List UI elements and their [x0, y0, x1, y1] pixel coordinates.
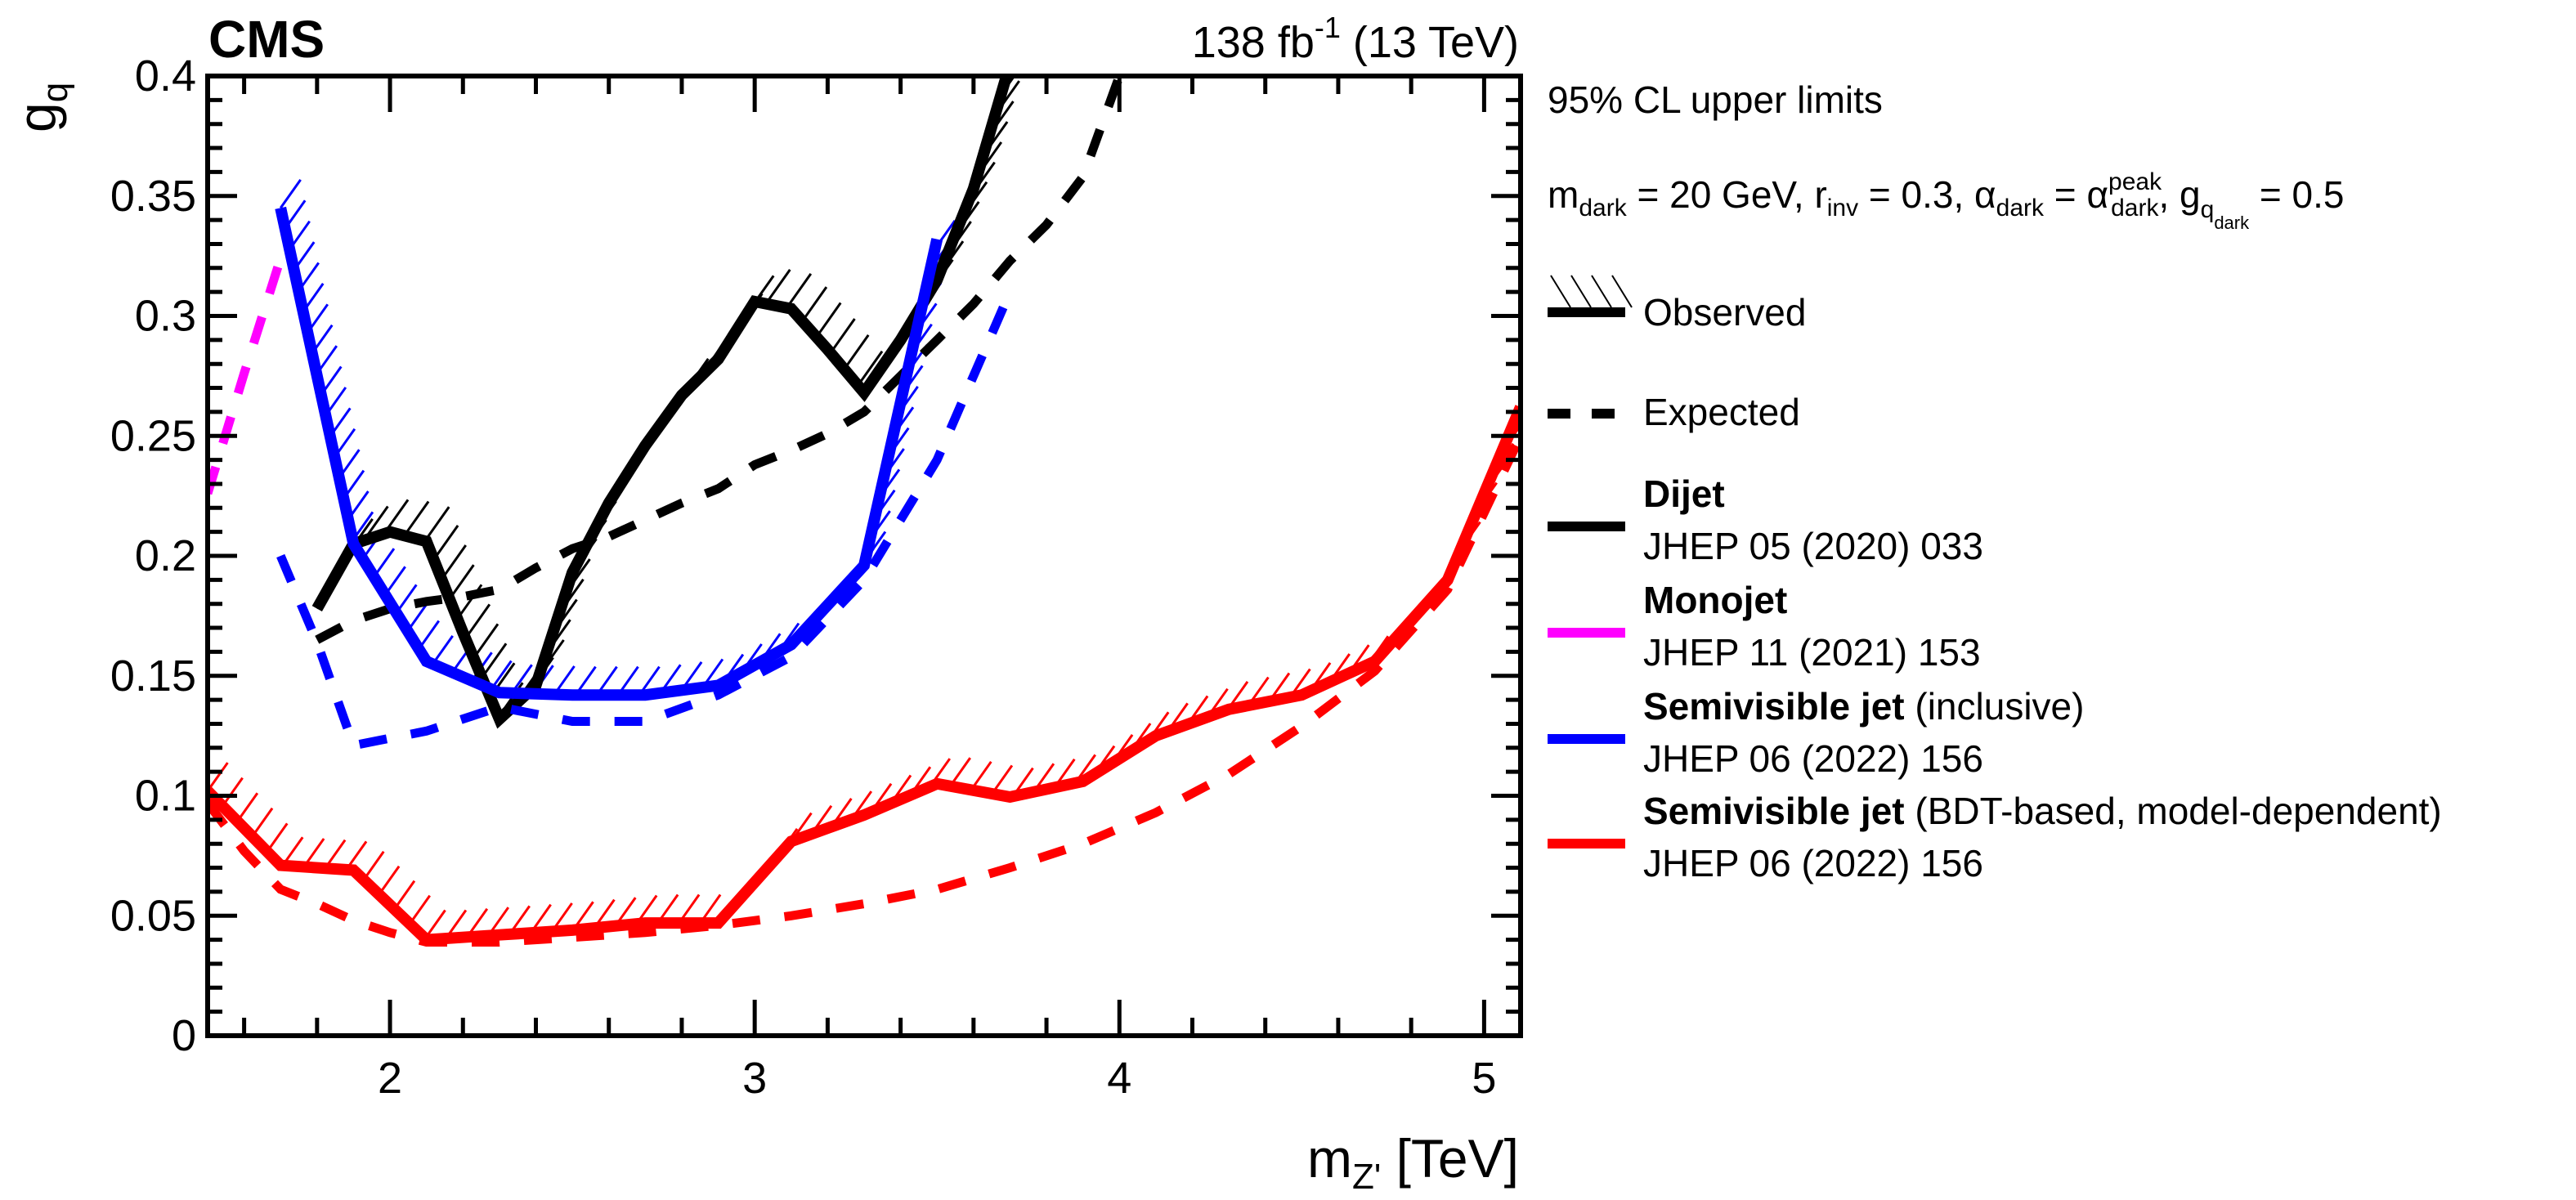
y-tick-label: 0.25 — [110, 411, 196, 460]
legend-observed: Observed — [1548, 275, 1806, 334]
series-line-semivisible-jet-inclusive-observed — [275, 206, 943, 701]
hatch-line — [432, 525, 459, 561]
legend-observed-swatch — [1548, 307, 1625, 317]
legend-entry-name: Semivisible jet — [1643, 790, 1905, 832]
legend-entry-semivisible-jet-2: Semivisible jet (inclusive) JHEP 06 (2022… — [1548, 685, 2084, 780]
y-tick-label: 0.35 — [110, 172, 196, 221]
legend-entry-name: Dijet — [1643, 472, 1725, 515]
y-tick-label: 0 — [172, 1011, 196, 1060]
hatch-semivisible-jet-inclusive- — [279, 178, 956, 696]
y-axis-title: gq — [7, 83, 75, 132]
legend-entry-ref: JHEP 06 (2022) 156 — [1643, 842, 1983, 884]
legend-entry-semivisible-jet-3: Semivisible jet (BDT-based, model-depend… — [1548, 790, 2442, 884]
legend-entry-qualifier: (BDT-based, model-dependent) — [1905, 790, 2442, 832]
y-tick-label: 0.3 — [135, 292, 196, 341]
series-line-semivisible-jet-inclusive-expected — [276, 290, 1015, 751]
legend-observed-label: Observed — [1643, 291, 1806, 334]
legend-entry-title: Dijet — [1643, 472, 1725, 515]
legend-expected-dash-2 — [1592, 409, 1615, 419]
x-tick-label: 4 — [1107, 1054, 1131, 1103]
y-axis-title-sub: q — [35, 83, 75, 102]
y-tick-label: 0.4 — [135, 51, 196, 101]
hatch-line — [279, 178, 302, 209]
hatch-line — [362, 850, 385, 881]
hatch-semivisible-jet-bdt-based-model-dependent- — [208, 407, 1521, 939]
legend-hatch-line — [1550, 275, 1571, 308]
hatch-line — [440, 544, 467, 580]
y-tick-label: 0.05 — [110, 891, 196, 940]
legend-entry-title: Semivisible jet (inclusive) — [1643, 685, 2084, 728]
series-line-monojet-expected — [208, 257, 285, 495]
legend-expected-dash-1 — [1548, 409, 1570, 419]
x-axis-title: mZ' [TeV] — [1307, 1128, 1519, 1197]
hatch-line — [843, 334, 870, 370]
legend-entry-title: Monojet — [1643, 579, 1787, 621]
legend-entry-name: Semivisible jet — [1643, 685, 1905, 728]
y-tick-label: 0.15 — [110, 651, 196, 701]
hatch-line — [764, 268, 791, 305]
lumi-sup: -1 — [1315, 11, 1341, 44]
hatch-line — [786, 272, 813, 309]
hatch-line — [481, 643, 508, 678]
legend-entry-monojet: Monojet JHEP 11 (2021) 153 — [1548, 579, 1981, 674]
x-tick-label: 2 — [378, 1054, 402, 1103]
legend-entry-ref: JHEP 06 (2022) 156 — [1643, 737, 1983, 780]
y-tick-label: 0.1 — [135, 772, 196, 821]
hatch-line — [403, 500, 430, 537]
series-line-dijet-expected — [315, 76, 1124, 644]
legend-header: 95% CL upper limits — [1548, 78, 1883, 121]
legend-expected: Expected — [1548, 391, 1800, 433]
lumi-energy: (13 TeV) — [1341, 18, 1519, 67]
legend-swatch — [1548, 522, 1625, 531]
hatch-line — [208, 762, 229, 792]
x-axis-title-main: m — [1307, 1128, 1352, 1189]
hatch-layer — [208, 40, 1521, 939]
legend-entry-qualifier: (inclusive) — [1905, 685, 2085, 728]
legend-entry-dijet: Dijet JHEP 05 (2020) 033 — [1548, 472, 1983, 567]
hatch-line — [857, 350, 884, 387]
hatch-line — [1007, 40, 1032, 74]
y-tick-label: 0.2 — [135, 531, 196, 580]
x-tick-label: 5 — [1472, 1054, 1496, 1103]
x-axis-title-unit: [TeV] — [1381, 1128, 1519, 1189]
hatch-line — [464, 603, 491, 640]
series-layer — [208, 76, 1521, 947]
legend-hatch-line — [1570, 275, 1592, 308]
legend-swatch — [1548, 628, 1625, 638]
y-axis-title-main: g — [7, 102, 67, 132]
legend-swatch — [1548, 839, 1625, 849]
lumi-value: 138 fb — [1192, 18, 1315, 67]
legend-swatch — [1548, 734, 1625, 744]
hatch-line — [815, 302, 842, 338]
legend-hatch-line — [1591, 275, 1612, 308]
x-tick-label: 3 — [742, 1054, 767, 1103]
experiment-label: CMS — [208, 10, 325, 69]
legend-entry-name: Monojet — [1643, 579, 1787, 621]
hatch-line — [423, 506, 450, 542]
lumi-label: 138 fb-1 (13 TeV) — [1192, 11, 1519, 67]
hatch-dijet — [316, 40, 1032, 718]
legend: 95% CL upper limits mdark = 20 GeV, rinv… — [1548, 78, 2442, 884]
param-m: m — [1548, 173, 1579, 216]
legend-entry-ref: JHEP 11 (2021) 153 — [1643, 631, 1981, 674]
legend-hatch-line — [1611, 275, 1633, 308]
hatch-line — [473, 623, 500, 659]
series-line-dijet-observed — [311, 76, 1013, 729]
hatch-line — [829, 318, 856, 354]
x-axis-title-sub: Z' — [1352, 1157, 1381, 1197]
legend-expected-label: Expected — [1643, 391, 1800, 433]
legend-params: mdark = 20 GeV, rinv = 0.3, αdark = αpea… — [1548, 168, 2344, 233]
legend-entry-title: Semivisible jet (BDT-based, model-depend… — [1643, 790, 2442, 832]
axes: 2 3 4 5 0 0.05 0.1 0.15 0.2 0.25 0.3 0.35 0.4 — [110, 51, 1523, 1103]
series-line-semivisible-jet-bdt-expected — [208, 433, 1521, 947]
hatch-line — [801, 286, 828, 322]
hatch-line — [448, 564, 475, 600]
legend-entry-ref: JHEP 05 (2020) 033 — [1643, 525, 1983, 567]
